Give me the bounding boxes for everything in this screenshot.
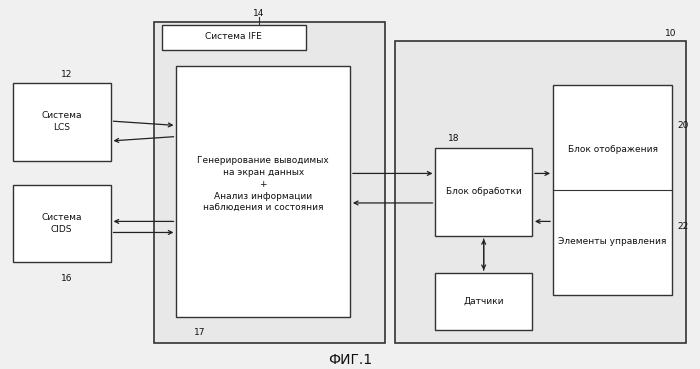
FancyBboxPatch shape (13, 184, 111, 262)
Text: Система
CIDS: Система CIDS (41, 213, 82, 234)
Text: Датчики: Датчики (463, 297, 504, 306)
Text: 12: 12 (61, 70, 72, 79)
FancyBboxPatch shape (395, 41, 686, 343)
Text: 18: 18 (448, 134, 459, 143)
Text: Блок отображения: Блок отображения (568, 145, 657, 154)
FancyBboxPatch shape (435, 148, 532, 236)
Text: 20: 20 (678, 121, 689, 130)
Text: ФИГ.1: ФИГ.1 (328, 353, 372, 367)
FancyBboxPatch shape (13, 83, 111, 161)
Text: Генерирование выводимых
на экран данных
+
Анализ информации
наблюдения и состоян: Генерирование выводимых на экран данных … (197, 156, 329, 213)
FancyBboxPatch shape (553, 85, 672, 295)
Text: Элементы управления: Элементы управления (559, 237, 666, 246)
FancyBboxPatch shape (435, 273, 532, 330)
Text: 14: 14 (253, 9, 265, 18)
Text: 16: 16 (61, 274, 72, 283)
Text: Блок обработки: Блок обработки (446, 187, 522, 196)
Text: Система
LCS: Система LCS (41, 111, 82, 132)
FancyBboxPatch shape (154, 22, 385, 343)
FancyBboxPatch shape (162, 25, 306, 50)
Text: 10: 10 (665, 29, 676, 38)
Text: Система IFE: Система IFE (205, 32, 262, 41)
Text: 22: 22 (678, 223, 689, 231)
FancyBboxPatch shape (176, 66, 350, 317)
Text: 17: 17 (195, 328, 206, 337)
